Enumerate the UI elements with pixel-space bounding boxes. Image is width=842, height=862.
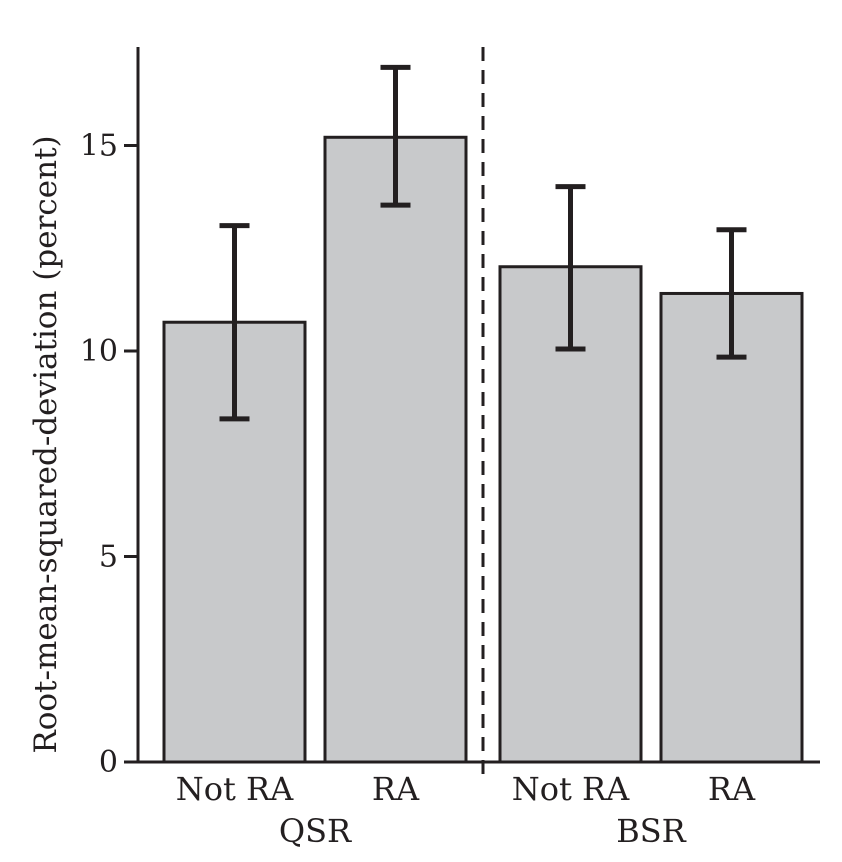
category-label: Not RA <box>512 770 630 808</box>
y-tick-label: 15 <box>80 129 118 164</box>
category-label: RA <box>372 770 420 808</box>
bar <box>659 291 804 764</box>
group-label: QSR <box>279 812 352 850</box>
axes-layer <box>136 47 820 782</box>
category-label: RA <box>708 770 756 808</box>
y-tick-label: 0 <box>99 745 118 780</box>
error-bars-layer <box>219 64 747 422</box>
labels-layer: Not RA RA QSR Not RA RA BSR <box>176 770 756 850</box>
group-label: BSR <box>616 812 686 850</box>
y-tick-label: 10 <box>80 334 118 369</box>
bar <box>323 135 468 764</box>
y-tick-label: 5 <box>99 540 118 575</box>
y-ticks-layer: 0 5 10 15 <box>80 129 138 780</box>
category-label: Not RA <box>176 770 294 808</box>
y-axis-title: Root-mean-squared-deviation (percent) <box>28 135 64 753</box>
